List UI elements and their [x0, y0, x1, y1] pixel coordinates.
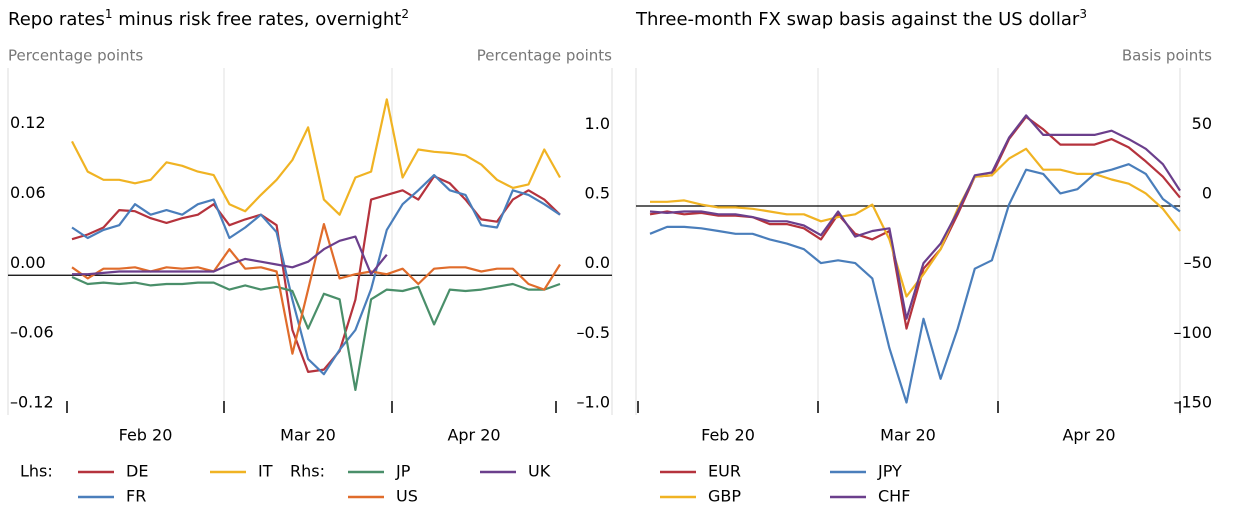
x-tick-label: Mar 20 [280, 426, 336, 445]
y-tick-label: 0.00 [10, 253, 46, 272]
title-superscript: 2 [401, 7, 409, 21]
legend-label: EUR [708, 462, 741, 481]
y2-tick-label: –0.5 [577, 323, 610, 342]
y-tick-label: 50 [1192, 114, 1212, 133]
y-tick-label: –150 [1173, 393, 1212, 412]
x-tick-label: Feb 20 [119, 426, 173, 445]
series-line [71, 98, 561, 216]
y-axis-label: Basis points [1122, 47, 1212, 65]
y2-tick-label: 0.5 [585, 183, 610, 202]
legend-label: CHF [878, 487, 910, 506]
title-text: minus risk free rates, overnight [113, 9, 402, 30]
chart-title: Three-month FX swap basis against the US… [635, 7, 1087, 31]
legend-title: Rhs: [290, 462, 325, 481]
y-tick-label: 0.12 [10, 113, 46, 132]
y-tick-label: –0.06 [10, 323, 54, 342]
x-tick-label: Mar 20 [880, 426, 936, 445]
y-tick-label: –100 [1173, 323, 1212, 342]
legend-label: DE [126, 462, 148, 481]
x-tick-label: Feb 20 [701, 426, 755, 445]
title-superscript: 3 [1079, 7, 1087, 21]
chart-title: Repo rates1 minus risk free rates, overn… [8, 7, 409, 31]
x-tick-label: Apr 20 [447, 426, 500, 445]
legend-label: GBP [708, 487, 741, 506]
title-text: Repo rates [8, 9, 105, 30]
panel: Repo rates1 minus risk free rates, overn… [7, 7, 613, 506]
x-tick-label: Apr 20 [1062, 426, 1115, 445]
series-line [649, 163, 1181, 404]
legend-label: IT [258, 462, 273, 481]
panel: Three-month FX swap basis against the US… [635, 7, 1212, 506]
series-line [71, 174, 561, 376]
legend-label: FR [126, 487, 146, 506]
series-line [650, 147, 1181, 298]
y-tick-label: 0 [1202, 183, 1212, 202]
y2-tick-label: 1.0 [585, 114, 610, 133]
y2-axis-label: Percentage points [477, 47, 612, 65]
title-superscript: 1 [105, 7, 113, 21]
legend-title: Lhs: [20, 462, 53, 481]
y-tick-label: –0.12 [10, 393, 54, 412]
series-line [649, 115, 1181, 330]
y-axis-label: Percentage points [8, 47, 143, 65]
series-line [72, 235, 388, 276]
legend-label: UK [528, 462, 551, 481]
y-tick-label: –50 [1184, 253, 1212, 272]
legend-label: US [396, 487, 418, 506]
series-line [71, 275, 561, 391]
legend-label: JPY [877, 462, 902, 481]
series-line [71, 175, 561, 373]
series-line [649, 114, 1181, 320]
y2-tick-label: 0.0 [585, 253, 610, 272]
y2-tick-label: –1.0 [577, 393, 610, 412]
legend-label: JP [395, 462, 411, 481]
y-tick-label: 0.06 [10, 183, 46, 202]
title-text: Three-month FX swap basis against the US… [635, 9, 1080, 30]
